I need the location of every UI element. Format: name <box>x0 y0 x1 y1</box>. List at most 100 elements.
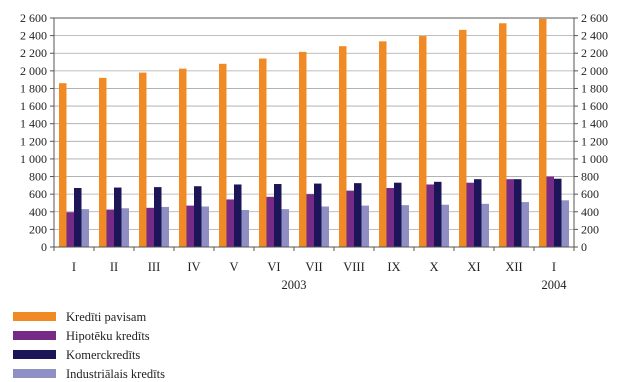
legend-swatch <box>13 312 56 321</box>
bar-hipot-ku-kred-ts-6 <box>306 194 314 247</box>
bar-kred-ti-pavisam-10 <box>459 29 467 247</box>
bar-hipot-ku-kred-ts-12 <box>546 176 554 247</box>
y-tick-label-right: 2 400 <box>581 29 608 43</box>
bar-komerckred-ts-9 <box>434 181 442 247</box>
y-tick-label-left: 1 200 <box>20 134 47 148</box>
y-tick-label-left: 1 600 <box>20 99 47 113</box>
x-tick-label: XII <box>505 260 522 274</box>
y-tick-label-left: 2 600 <box>20 11 47 25</box>
y-tick-label-right: 1 400 <box>581 117 608 131</box>
bar-kred-ti-pavisam-6 <box>299 51 307 247</box>
bar-komerckred-ts-5 <box>274 184 282 247</box>
x-tick-label: VIII <box>343 260 365 274</box>
y-tick-label-left: 600 <box>29 187 47 201</box>
bar-komerckred-ts-0 <box>74 187 82 247</box>
legend-swatch <box>13 369 56 378</box>
y-tick-label-left: 1 400 <box>20 117 47 131</box>
bar-komerckred-ts-11 <box>514 179 522 247</box>
bar-kred-ti-pavisam-0 <box>59 83 67 248</box>
x-tick-label: XI <box>467 260 480 274</box>
bar-hipot-ku-kred-ts-1 <box>106 209 114 247</box>
y-tick-label-right: 2 200 <box>581 46 608 60</box>
y-tick-label-right: 1 800 <box>581 81 608 95</box>
bar-kred-ti-pavisam-2 <box>139 72 147 247</box>
y-tick-label-right: 0 <box>581 240 587 254</box>
bar-industri-lais-kred-ts-5 <box>281 209 289 247</box>
x-tick-label: II <box>110 260 118 274</box>
x-tick-label: X <box>429 260 438 274</box>
x-tick-label: IX <box>387 260 400 274</box>
bar-industri-lais-kred-ts-6 <box>321 206 329 247</box>
bar-komerckred-ts-10 <box>474 179 482 247</box>
year-label: 2004 <box>542 278 568 292</box>
y-tick-label-left: 800 <box>29 170 47 184</box>
y-tick-label-left: 0 <box>41 240 47 254</box>
y-tick-label-right: 1 600 <box>581 99 608 113</box>
bar-industri-lais-kred-ts-8 <box>401 205 409 247</box>
y-tick-label-right: 1 000 <box>581 152 608 166</box>
y-tick-label-right: 2 600 <box>581 11 608 25</box>
bar-kred-ti-pavisam-7 <box>339 46 347 248</box>
bar-hipot-ku-kred-ts-7 <box>346 190 354 247</box>
x-tick-label: I <box>72 260 76 274</box>
bar-industri-lais-kred-ts-3 <box>201 206 209 247</box>
year-label: 2003 <box>282 278 307 292</box>
legend: Kredīti pavisam Hipotēku kredīts Komerckre… <box>13 310 165 381</box>
bar-industri-lais-kred-ts-4 <box>241 210 249 247</box>
legend-swatch <box>13 331 56 340</box>
bar-hipot-ku-kred-ts-8 <box>386 187 394 247</box>
x-tick-label: IV <box>187 260 200 274</box>
bar-kred-ti-pavisam-12 <box>539 18 547 247</box>
bar-kred-ti-pavisam-3 <box>179 68 187 247</box>
x-tick-label: I <box>552 260 556 274</box>
legend-swatch <box>13 350 56 359</box>
bar-hipot-ku-kred-ts-11 <box>506 179 514 247</box>
bar-hipot-ku-kred-ts-10 <box>466 182 474 247</box>
y-tick-label-left: 200 <box>29 222 47 236</box>
y-tick-label-right: 800 <box>581 170 599 184</box>
bar-hipot-ku-kred-ts-0 <box>66 212 74 247</box>
bar-komerckred-ts-7 <box>354 183 362 247</box>
x-tick-label: VII <box>305 260 322 274</box>
y-tick-label-right: 400 <box>581 205 599 219</box>
bar-industri-lais-kred-ts-10 <box>481 203 489 247</box>
bar-industri-lais-kred-ts-12 <box>561 200 569 247</box>
bar-komerckred-ts-8 <box>394 182 402 247</box>
axes <box>50 17 578 251</box>
x-tick-label: V <box>229 260 238 274</box>
y-tick-label-right: 200 <box>581 222 599 236</box>
bar-group <box>59 18 569 248</box>
bar-hipot-ku-kred-ts-5 <box>266 196 274 247</box>
legend-label: Industriālais kredīts <box>66 367 165 381</box>
y-tick-label-left: 1 800 <box>20 81 47 95</box>
y-tick-label-right: 2 000 <box>581 64 608 78</box>
bar-komerckred-ts-3 <box>194 186 202 247</box>
y-tick-label-left: 2 000 <box>20 64 47 78</box>
bar-hipot-ku-kred-ts-2 <box>146 207 154 247</box>
bar-hipot-ku-kred-ts-9 <box>426 184 434 247</box>
y-tick-label-right: 600 <box>581 187 599 201</box>
bar-industri-lais-kred-ts-11 <box>521 202 529 247</box>
bar-kred-ti-pavisam-5 <box>259 58 267 247</box>
bar-industri-lais-kred-ts-2 <box>161 206 169 247</box>
bar-kred-ti-pavisam-8 <box>379 41 387 248</box>
bar-komerckred-ts-6 <box>314 183 322 247</box>
y-tick-label-right: 1 200 <box>581 134 608 148</box>
x-tick-label: III <box>148 260 161 274</box>
legend-label: Hipotēku kredīts <box>66 329 150 343</box>
x-tick-label: VI <box>267 260 280 274</box>
legend-label: Komerckredīts <box>66 348 140 362</box>
bar-industri-lais-kred-ts-0 <box>81 209 89 247</box>
bar-kred-ti-pavisam-11 <box>499 23 507 248</box>
bar-industri-lais-kred-ts-7 <box>361 205 369 247</box>
axis-labels: 0 0 200 200 400 400 600 600 800 800 1 000 1 000 1 20… <box>20 11 608 292</box>
legend-label: Kredīti pavisam <box>66 310 146 324</box>
bar-komerckred-ts-1 <box>114 187 122 247</box>
plot-frame <box>53 17 575 248</box>
bar-komerckred-ts-4 <box>234 184 242 247</box>
y-tick-label-left: 400 <box>29 205 47 219</box>
bar-komerckred-ts-12 <box>554 178 562 247</box>
bar-komerckred-ts-2 <box>154 187 162 247</box>
y-tick-label-left: 2 400 <box>20 29 47 43</box>
